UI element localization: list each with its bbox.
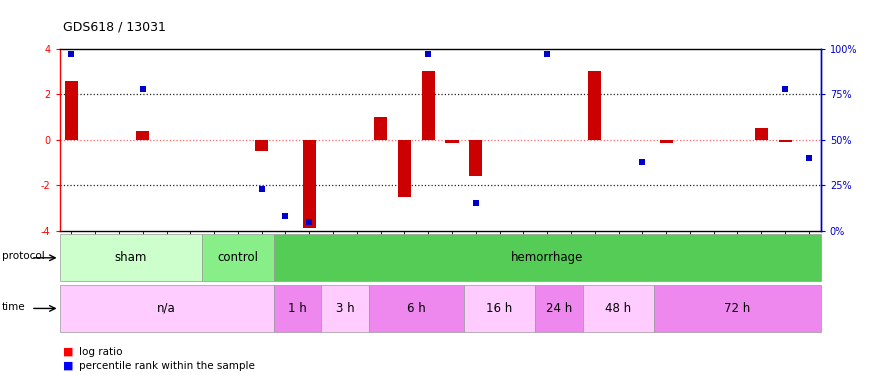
Text: 48 h: 48 h bbox=[606, 302, 632, 315]
Bar bbox=[255, 140, 269, 151]
Bar bbox=[660, 140, 673, 143]
Bar bbox=[368, 285, 464, 332]
Text: ■: ■ bbox=[63, 347, 74, 357]
Bar bbox=[374, 117, 388, 140]
Bar bbox=[65, 81, 78, 140]
Bar bbox=[398, 140, 411, 196]
Text: 6 h: 6 h bbox=[407, 302, 426, 315]
Bar bbox=[136, 130, 150, 140]
Bar bbox=[445, 140, 458, 143]
Text: ■: ■ bbox=[63, 361, 74, 370]
Bar bbox=[588, 72, 601, 140]
Bar bbox=[755, 128, 768, 140]
Text: 3 h: 3 h bbox=[336, 302, 354, 315]
Bar bbox=[321, 285, 368, 332]
Bar bbox=[60, 285, 274, 332]
Text: 24 h: 24 h bbox=[546, 302, 572, 315]
Bar bbox=[583, 285, 654, 332]
Bar bbox=[303, 140, 316, 228]
Text: 72 h: 72 h bbox=[724, 302, 751, 315]
Bar bbox=[779, 140, 792, 142]
Text: hemorrhage: hemorrhage bbox=[511, 251, 584, 264]
Bar bbox=[274, 285, 321, 332]
Bar bbox=[469, 140, 482, 176]
Text: n/a: n/a bbox=[158, 302, 176, 315]
Bar bbox=[654, 285, 821, 332]
Text: protocol: protocol bbox=[2, 251, 45, 261]
Bar bbox=[464, 285, 536, 332]
Text: sham: sham bbox=[115, 251, 147, 264]
Text: control: control bbox=[217, 251, 258, 264]
Bar bbox=[274, 234, 821, 281]
Text: 16 h: 16 h bbox=[487, 302, 513, 315]
Bar bbox=[60, 234, 202, 281]
Text: 1 h: 1 h bbox=[288, 302, 307, 315]
Text: GDS618 / 13031: GDS618 / 13031 bbox=[63, 21, 166, 34]
Bar bbox=[536, 285, 583, 332]
Text: log ratio: log ratio bbox=[79, 347, 123, 357]
Bar bbox=[422, 72, 435, 140]
Text: percentile rank within the sample: percentile rank within the sample bbox=[79, 361, 255, 370]
Text: time: time bbox=[2, 302, 25, 312]
Bar bbox=[202, 234, 274, 281]
